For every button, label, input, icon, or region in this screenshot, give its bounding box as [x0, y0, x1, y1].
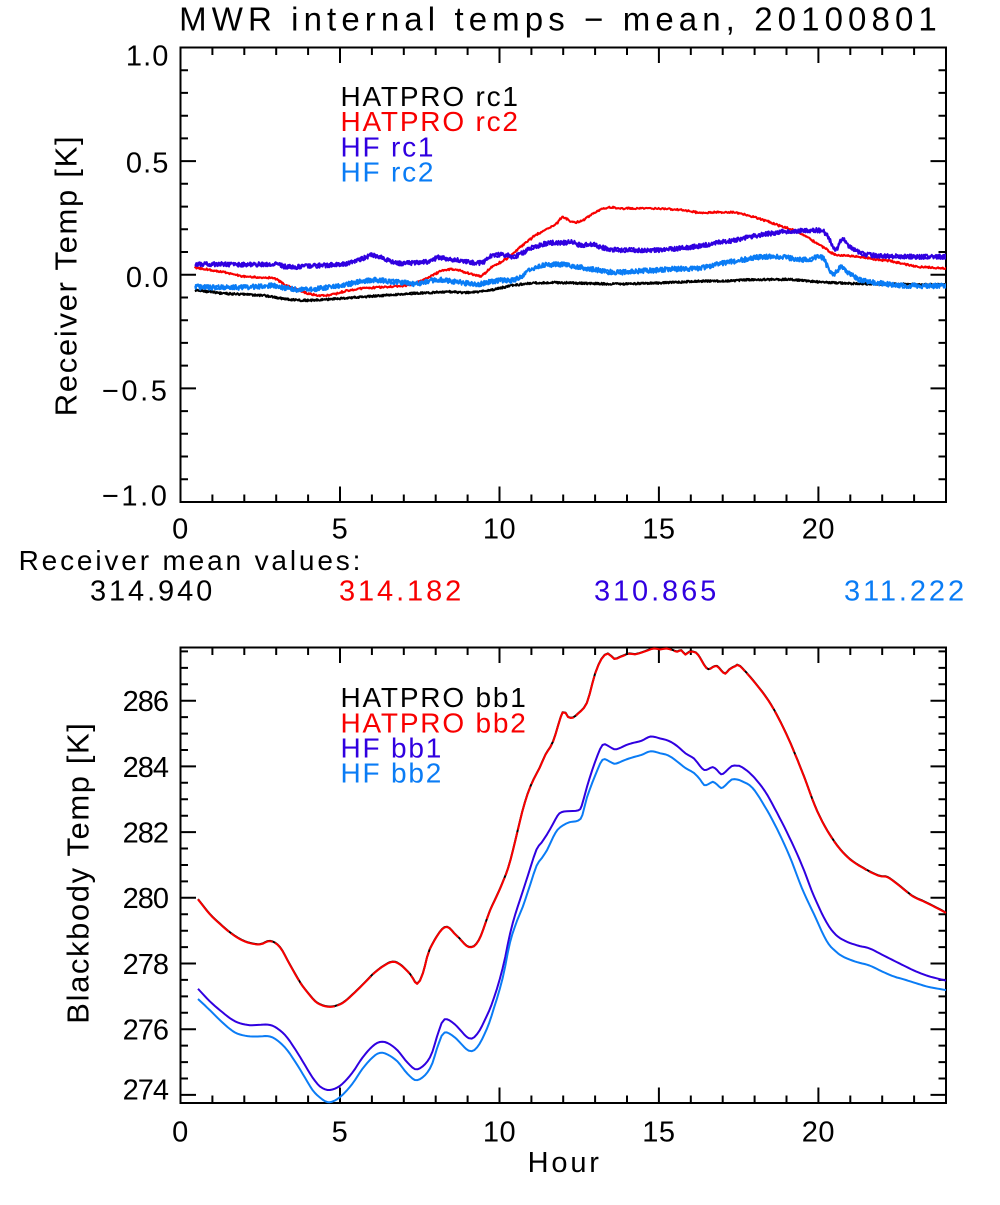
svg-text:0: 0 — [172, 1117, 189, 1149]
svg-text:Receiver Temp [K]: Receiver Temp [K] — [49, 135, 84, 417]
svg-text:10: 10 — [483, 1117, 516, 1149]
svg-text:310.865: 310.865 — [594, 576, 719, 608]
svg-text:286: 286 — [123, 686, 168, 718]
svg-text:20: 20 — [802, 514, 835, 546]
svg-text:HF rc2: HF rc2 — [341, 157, 436, 188]
svg-text:0: 0 — [172, 514, 189, 546]
svg-text:−1.0: −1.0 — [102, 480, 170, 512]
svg-text:0.0: 0.0 — [126, 262, 170, 294]
svg-text:HF rc1: HF rc1 — [341, 131, 436, 162]
svg-text:Receiver mean values:: Receiver mean values: — [19, 545, 364, 576]
svg-text:MWR internal temps − mean, 201: MWR internal temps − mean, 20100801 — [179, 1, 942, 38]
svg-text:15: 15 — [642, 514, 675, 546]
svg-text:280: 280 — [123, 883, 168, 915]
svg-text:HATPRO rc1: HATPRO rc1 — [341, 81, 520, 112]
svg-text:10: 10 — [483, 514, 516, 546]
svg-text:274: 274 — [123, 1074, 169, 1106]
svg-text:−0.5: −0.5 — [102, 376, 170, 408]
svg-text:20: 20 — [802, 1117, 835, 1149]
svg-text:Blackbody Temp [K]: Blackbody Temp [K] — [61, 721, 96, 1023]
svg-text:15: 15 — [642, 1117, 675, 1149]
svg-text:Hour: Hour — [528, 1147, 602, 1179]
svg-text:314.182: 314.182 — [339, 576, 464, 608]
svg-text:HATPRO rc2: HATPRO rc2 — [341, 106, 520, 137]
svg-text:0.5: 0.5 — [126, 147, 170, 179]
svg-text:276: 276 — [123, 1015, 168, 1047]
svg-text:284: 284 — [123, 752, 169, 784]
svg-text:314.940: 314.940 — [90, 576, 215, 608]
svg-text:HATPRO bb2: HATPRO bb2 — [341, 707, 528, 738]
svg-text:HF bb1: HF bb1 — [341, 733, 444, 764]
svg-text:HATPRO bb1: HATPRO bb1 — [341, 682, 528, 713]
svg-text:278: 278 — [123, 949, 168, 981]
svg-text:282: 282 — [123, 818, 168, 850]
svg-text:1.0: 1.0 — [126, 41, 170, 73]
svg-text:5: 5 — [332, 514, 349, 546]
svg-text:5: 5 — [332, 1117, 349, 1149]
svg-text:HF bb2: HF bb2 — [341, 758, 444, 789]
svg-text:311.222: 311.222 — [844, 576, 967, 608]
